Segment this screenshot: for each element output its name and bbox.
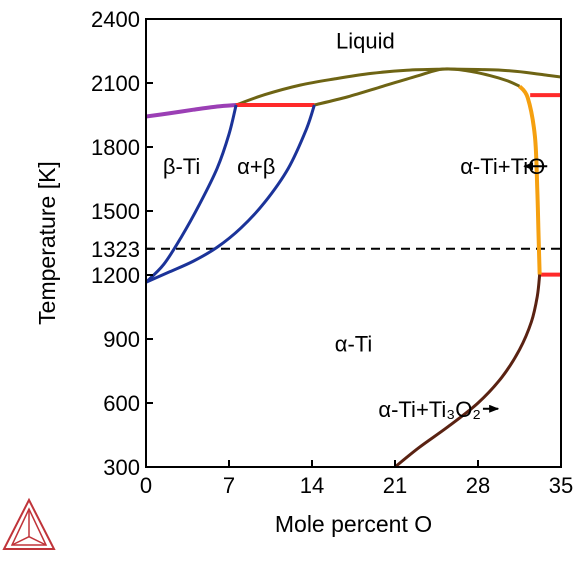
x-axis-title: Mole percent O bbox=[275, 511, 432, 537]
phase-boundary-6 bbox=[146, 104, 238, 284]
x-tick-label: 7 bbox=[223, 473, 235, 498]
thermo-calc-logo bbox=[2, 497, 56, 550]
x-tick-label: 35 bbox=[549, 473, 573, 498]
phase-boundary-1 bbox=[235, 67, 561, 107]
phase-boundary-0 bbox=[146, 102, 237, 119]
x-tick-label: 14 bbox=[300, 473, 324, 498]
y-tick-label: 300 bbox=[103, 455, 140, 480]
phase-boundary-7 bbox=[146, 104, 316, 284]
x-tick-label: 0 bbox=[140, 473, 152, 498]
y-axis-title: Temperature [K] bbox=[34, 161, 60, 325]
y-tick-label: 600 bbox=[103, 391, 140, 416]
y-tick-label: 1800 bbox=[91, 135, 140, 160]
phase-boundary-9 bbox=[394, 274, 542, 467]
y-tick-label: 900 bbox=[103, 327, 140, 352]
plot-frame bbox=[145, 18, 562, 468]
phase-boundary-2 bbox=[314, 67, 521, 107]
phase-label-label-2: α+β bbox=[237, 154, 275, 179]
y-tick-label: 1200 bbox=[91, 263, 140, 288]
y-tick-label: 2400 bbox=[91, 7, 140, 32]
y-tick-label: 1500 bbox=[91, 199, 140, 224]
phase-boundary-8 bbox=[517, 84, 542, 275]
x-tick-label: 21 bbox=[383, 473, 407, 498]
phase-label-ti: β-Ti bbox=[163, 154, 201, 179]
x-tick-label: 28 bbox=[466, 473, 490, 498]
phase-label-ti-ti-o: α-Ti+Ti₃O₂ bbox=[378, 397, 481, 422]
phase-label-ti: α-Ti bbox=[335, 331, 373, 356]
phase-label-liquid: Liquid bbox=[336, 28, 395, 53]
y-tick-label: 2100 bbox=[91, 71, 140, 96]
y-tick-label: 1323 bbox=[91, 237, 140, 262]
